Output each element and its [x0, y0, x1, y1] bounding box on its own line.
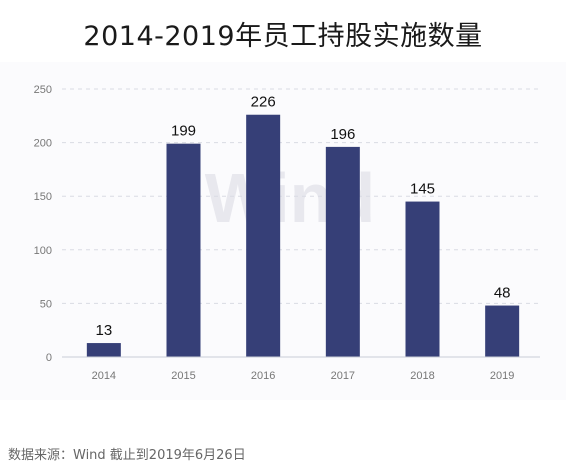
data-label-2015: 199 — [171, 123, 196, 140]
data-label-2017: 196 — [330, 126, 355, 143]
source-note: 数据来源：Wind 截止到2019年6月26日 — [8, 448, 246, 463]
x-tick-label-2014: 2014 — [92, 370, 116, 382]
y-tick-label: 200 — [34, 138, 52, 150]
data-label-2019: 48 — [494, 285, 511, 302]
data-label-2018: 145 — [410, 181, 435, 198]
x-tick-label-2016: 2016 — [251, 370, 275, 382]
bar-2018 — [405, 201, 440, 357]
y-tick-label: 250 — [34, 84, 52, 96]
chart-title: 2014-2019年员工持股实施数量 — [83, 21, 483, 52]
bar-2017 — [325, 146, 360, 357]
x-tick-label-2019: 2019 — [490, 370, 514, 382]
y-tick-label: 100 — [34, 245, 52, 257]
data-labels: 13 199 226 196 145 48 — [95, 94, 510, 339]
bar-2016 — [246, 114, 281, 357]
y-tick-label: 50 — [40, 298, 52, 310]
x-tick-label-2015: 2015 — [171, 370, 195, 382]
bars — [86, 114, 520, 357]
x-axis-ticks: 2014 2015 2016 2017 2018 2019 — [92, 370, 515, 382]
data-label-2014: 13 — [95, 322, 112, 339]
bar-2019 — [485, 305, 520, 357]
bar-2015 — [166, 143, 201, 357]
y-axis-ticks: 0 50 100 150 200 250 — [34, 84, 52, 364]
x-tick-label-2017: 2017 — [331, 370, 355, 382]
x-tick-label-2018: 2018 — [410, 370, 434, 382]
bar-2014 — [86, 343, 121, 357]
data-label-2016: 226 — [251, 94, 276, 111]
y-tick-label: 150 — [34, 191, 52, 203]
y-tick-label: 0 — [46, 352, 52, 364]
